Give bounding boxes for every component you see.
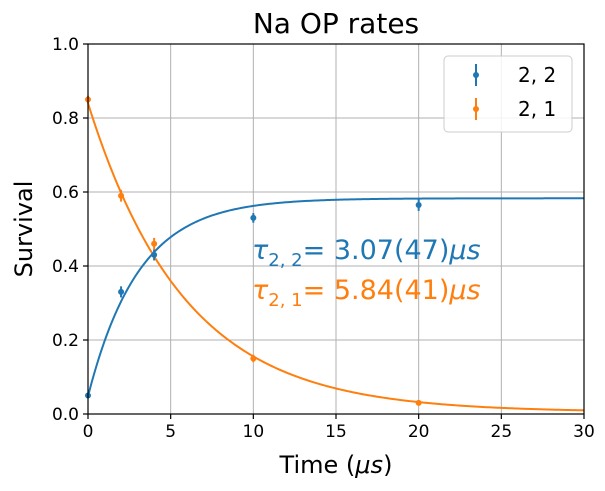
- fit-curve-series-1: [87, 197, 584, 397]
- x-tick-label: 25: [491, 422, 513, 442]
- x-tick-label: 10: [243, 422, 265, 442]
- y-tick-label: 0.8: [52, 109, 79, 129]
- axis-ticks: 0 5 10 15 20 25 30 0.0 0.2 0.4 0.6 0.8 1.0: [52, 35, 595, 442]
- y-tick-label: 0.6: [52, 183, 79, 203]
- data-point: [415, 399, 422, 406]
- y-tick-label: 1.0: [52, 35, 79, 55]
- x-tick-label: 20: [408, 422, 430, 442]
- legend-label: 2, 2: [518, 63, 556, 87]
- tau-annotation: τ2, 1= 5.84(41)μs: [252, 275, 481, 311]
- x-tick-label: 0: [83, 422, 94, 442]
- legend-label: 2, 1: [518, 97, 556, 121]
- fit-curve-series-2: [87, 102, 585, 412]
- chart-title: Na OP rates: [253, 7, 419, 40]
- data-point: [250, 355, 257, 362]
- legend: 2, 2 2, 1: [443, 55, 573, 133]
- y-tick-label: 0.4: [52, 257, 79, 277]
- x-tick-label: 30: [573, 422, 595, 442]
- data-point: [151, 240, 158, 247]
- data-point: [415, 201, 422, 208]
- tau-annotation: τ2, 2= 3.07(47)μs: [252, 235, 481, 271]
- x-tick-label: 5: [165, 422, 176, 442]
- annotations: τ2, 2= 3.07(47)μs τ2, 1= 5.84(41)μs: [252, 235, 481, 311]
- y-tick-label: 0.0: [52, 405, 79, 425]
- x-tick-label: 15: [325, 422, 347, 442]
- y-axis-label: Survival: [10, 181, 38, 278]
- data-point: [118, 288, 125, 295]
- data-point: [250, 214, 257, 221]
- legend-marker-dot: [473, 72, 479, 78]
- legend-marker-dot: [473, 106, 479, 112]
- data-point: [151, 251, 158, 258]
- x-axis-label: Time (μs): [279, 451, 393, 479]
- data-point: [118, 192, 125, 199]
- y-tick-label: 0.2: [52, 331, 79, 351]
- fit-curves: [87, 102, 585, 412]
